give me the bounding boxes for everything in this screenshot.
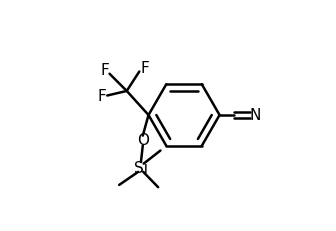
Text: O: O	[137, 132, 149, 147]
Text: N: N	[249, 108, 261, 123]
Text: F: F	[100, 63, 109, 78]
Text: F: F	[140, 61, 149, 76]
Text: Si: Si	[134, 161, 148, 176]
Text: F: F	[98, 89, 107, 103]
